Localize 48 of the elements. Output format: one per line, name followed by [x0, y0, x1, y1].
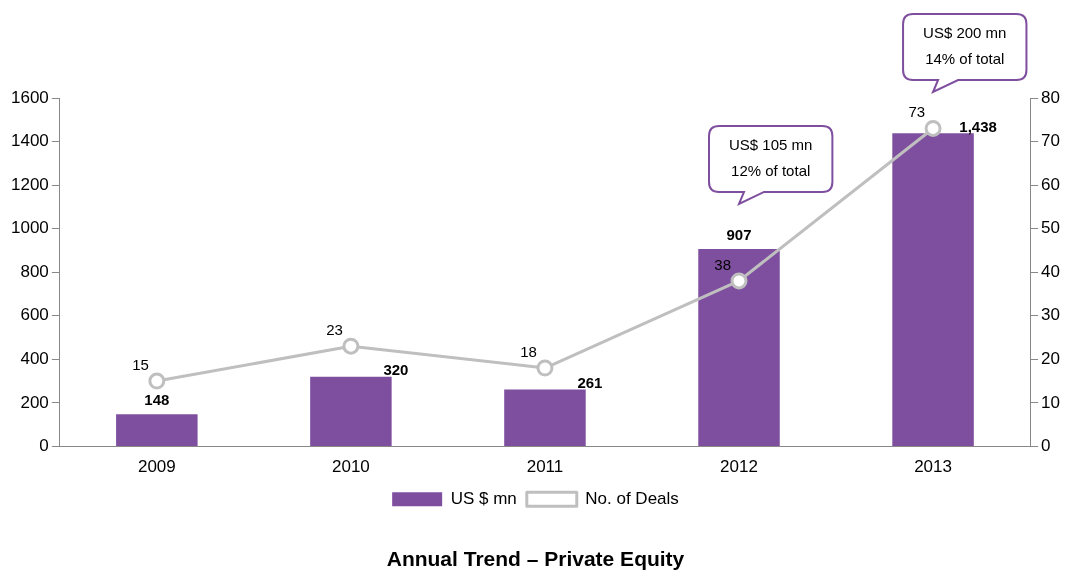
point — [342, 337, 360, 355]
data-label: 18 — [520, 342, 537, 360]
y-tick-label: 1000 — [10, 218, 49, 238]
y2-tick-label: 0 — [1041, 436, 1051, 456]
point — [536, 359, 554, 377]
data-label: 261 — [577, 374, 603, 392]
y-tick-label: 1600 — [10, 87, 49, 107]
point — [148, 372, 166, 390]
x-tick-label: 2009 — [137, 457, 176, 477]
x-tick-label: 2011 — [526, 457, 564, 477]
text: US$ 200 mn 14% of total — [923, 24, 1007, 68]
bar — [504, 389, 586, 446]
y-tick-label: 800 — [20, 261, 49, 281]
data-label: 38 — [714, 255, 732, 273]
bar — [698, 248, 780, 446]
x-tick-label: 2010 — [331, 457, 370, 477]
data-label: 1,438 — [959, 117, 997, 135]
x-tick-label: 2012 — [720, 457, 758, 477]
y-tick-label: 0 — [39, 436, 49, 456]
point — [730, 272, 748, 290]
y-tick-label: 400 — [20, 348, 49, 368]
y-tick-label: 600 — [20, 305, 49, 325]
y2-tick-label: 70 — [1041, 131, 1061, 151]
point — [924, 119, 942, 137]
data-label: 23 — [326, 320, 343, 338]
text: Annual Trend – Private Equity — [386, 547, 685, 571]
bar — [892, 133, 974, 446]
data-label: 15 — [132, 355, 149, 373]
y2-tick-label: 10 — [1041, 392, 1061, 412]
y2-tick-label: 80 — [1041, 87, 1061, 107]
y-tick-label: 1200 — [10, 174, 49, 194]
y2-tick-label: 40 — [1041, 261, 1061, 281]
data-label: 148 — [144, 390, 170, 408]
data-label: 907 — [726, 225, 752, 243]
x-tick-label: 2013 — [914, 457, 952, 477]
y2-tick-label: 60 — [1041, 174, 1061, 194]
data-label: 320 — [383, 361, 409, 379]
data-label: 73 — [908, 103, 926, 121]
y-tick-label: 200 — [20, 392, 49, 412]
y-tick-label: 1400 — [10, 131, 49, 151]
legend-label: US $ mn — [450, 488, 517, 508]
y2-tick-label: 20 — [1041, 348, 1061, 368]
y2-tick-label: 30 — [1041, 305, 1061, 325]
bar — [310, 376, 392, 446]
y2-tick-label: 50 — [1041, 218, 1061, 238]
legend-label: No. of Deals — [585, 488, 679, 508]
annotation: US$ 105 mn 12% of total — [729, 136, 813, 180]
bar — [116, 414, 198, 446]
